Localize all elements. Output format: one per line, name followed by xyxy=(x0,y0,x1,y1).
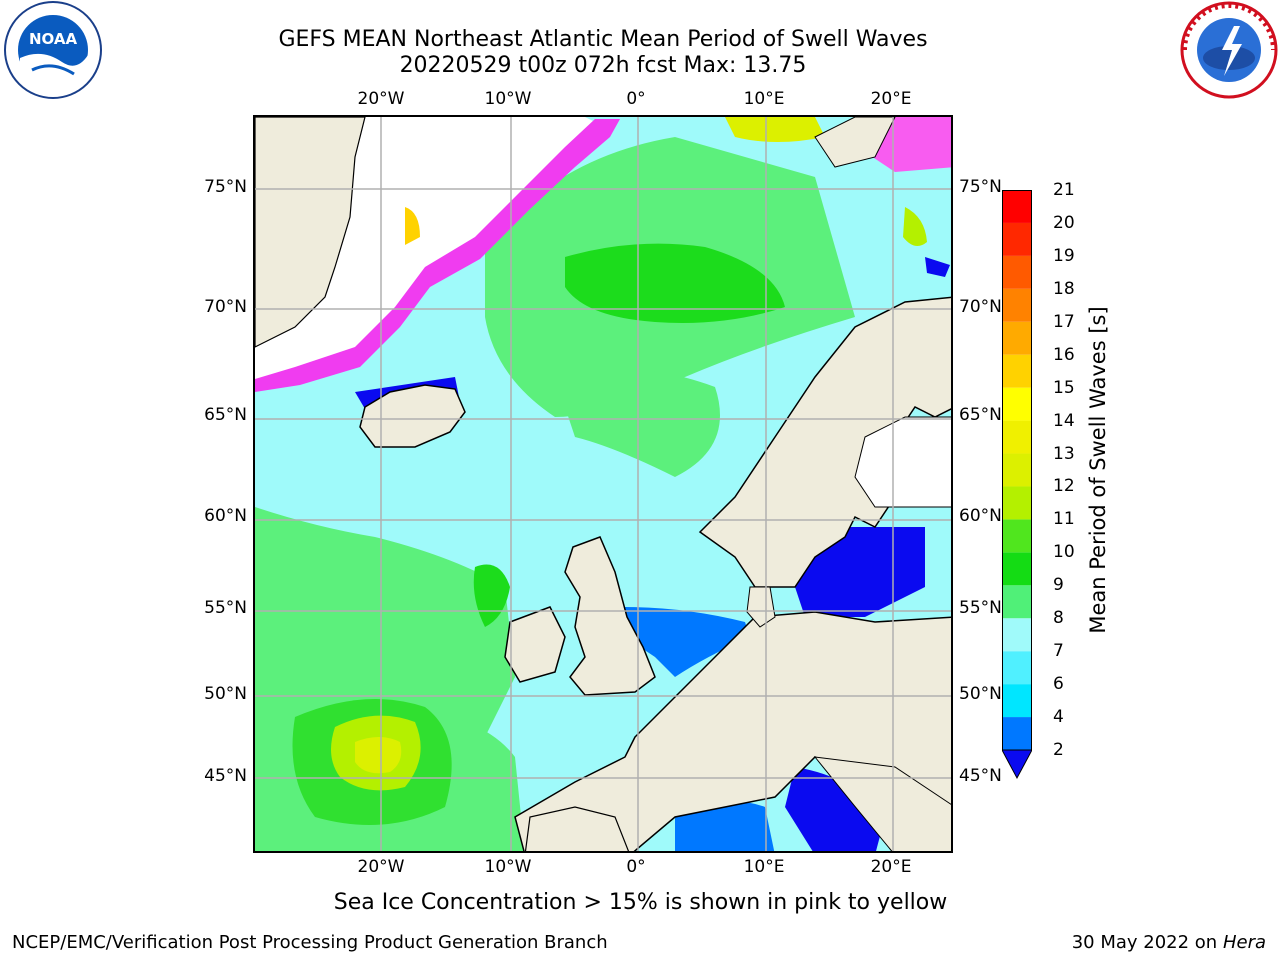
nws-logo xyxy=(1180,1,1278,99)
colorbar-segment xyxy=(1002,651,1032,685)
colorbar-tick-label: 6 xyxy=(1053,674,1064,695)
lat-label-70n-right: 70°N xyxy=(959,297,1002,317)
colorbar-tick-label: 13 xyxy=(1053,443,1075,464)
noaa-logo-text: NOAA xyxy=(29,30,78,48)
lat-label-75n-right: 75°N xyxy=(959,177,1002,197)
lat-label-50n-left: 50°N xyxy=(204,684,247,704)
map-gridlines xyxy=(255,117,951,851)
lat-label-60n-left: 60°N xyxy=(204,506,247,526)
lat-label-55n-right: 55°N xyxy=(959,598,1002,618)
colorbar-segment xyxy=(1002,552,1032,586)
colorbar-segment xyxy=(1002,321,1032,355)
colorbar-tick-label: 21 xyxy=(1053,180,1075,200)
lat-label-45n-right: 45°N xyxy=(959,766,1002,786)
colorbar-segment xyxy=(1002,420,1032,454)
colorbar xyxy=(1002,190,1032,780)
colorbar-segment xyxy=(1002,618,1032,652)
colorbar-segment xyxy=(1002,519,1032,553)
map-canvas xyxy=(255,117,951,851)
colorbar-extend-triangle xyxy=(1002,749,1032,780)
lat-label-55n-left: 55°N xyxy=(204,598,247,618)
colorbar-tick-label: 4 xyxy=(1053,707,1064,728)
lon-label-0-top: 0° xyxy=(626,89,646,109)
colorbar-tick-label: 19 xyxy=(1053,245,1075,266)
lon-label-10e-top: 10°E xyxy=(743,89,785,109)
lon-label-20w-bottom: 20°W xyxy=(357,857,405,877)
forecast-subtitle: 20220529 t00z 072h fcst Max: 13.75 xyxy=(399,53,807,78)
colorbar-segment xyxy=(1002,684,1032,718)
lon-label-0-bottom: 0° xyxy=(626,857,646,877)
colorbar-segment xyxy=(1002,717,1032,750)
footer-date-text: 30 May 2022 on xyxy=(1071,932,1218,953)
colorbar-tick-label: 9 xyxy=(1053,575,1064,596)
colorbar-tick-label: 7 xyxy=(1053,641,1064,662)
lon-label-10e-bottom: 10°E xyxy=(743,857,785,877)
colorbar-tick-label: 2 xyxy=(1053,740,1064,760)
colorbar-segment xyxy=(1002,255,1032,289)
noaa-logo: NOAA xyxy=(4,1,102,99)
colorbar-tick-label: 17 xyxy=(1053,311,1075,332)
lat-label-65n-left: 65°N xyxy=(204,405,247,425)
colorbar-segment xyxy=(1002,486,1032,520)
colorbar-segment xyxy=(1002,222,1032,256)
lon-label-20w-top: 20°W xyxy=(357,89,405,109)
lon-label-10w-bottom: 10°W xyxy=(484,857,532,877)
lon-label-10w-top: 10°W xyxy=(484,89,532,109)
swell-period-map xyxy=(253,115,953,853)
colorbar-tick-label: 11 xyxy=(1053,509,1075,530)
lon-label-20e-top: 20°E xyxy=(870,89,912,109)
colorbar-title: Mean Period of Swell Waves [s] xyxy=(1086,306,1110,634)
colorbar-tick-label: 15 xyxy=(1053,377,1075,398)
colorbar-tick-label: 18 xyxy=(1053,278,1075,299)
lat-label-50n-right: 50°N xyxy=(959,684,1002,704)
colorbar-tick-label: 16 xyxy=(1053,344,1075,365)
colorbar-tick-label: 20 xyxy=(1053,212,1075,233)
colorbar-border xyxy=(1002,190,1032,751)
footer-date: 30 May 2022 on Hera xyxy=(1072,932,1266,953)
colorbar-segment xyxy=(1002,288,1032,322)
colorbar-tick-label: 12 xyxy=(1053,476,1075,497)
lat-label-45n-left: 45°N xyxy=(204,766,247,786)
footer-credit: NCEP/EMC/Verification Post Processing Pr… xyxy=(12,932,608,953)
colorbar-tick-label: 8 xyxy=(1053,608,1064,629)
lon-label-20e-bottom: 20°E xyxy=(870,857,912,877)
sea-ice-caption: Sea Ice Concentration > 15% is shown in … xyxy=(333,890,948,915)
colorbar-segment xyxy=(1002,190,1032,223)
lat-label-70n-left: 70°N xyxy=(204,297,247,317)
colorbar-tick-label: 10 xyxy=(1053,542,1075,563)
footer-host: Hera xyxy=(1222,932,1266,953)
colorbar-segment xyxy=(1002,585,1032,619)
lat-label-65n-right: 65°N xyxy=(959,405,1002,425)
colorbar-segment xyxy=(1002,354,1032,388)
lat-label-60n-right: 60°N xyxy=(959,506,1002,526)
map-title: GEFS MEAN Northeast Atlantic Mean Period… xyxy=(278,27,928,52)
lat-label-75n-left: 75°N xyxy=(204,177,247,197)
colorbar-tick-label: 14 xyxy=(1053,410,1075,431)
colorbar-segment xyxy=(1002,387,1032,421)
colorbar-segment xyxy=(1002,453,1032,487)
